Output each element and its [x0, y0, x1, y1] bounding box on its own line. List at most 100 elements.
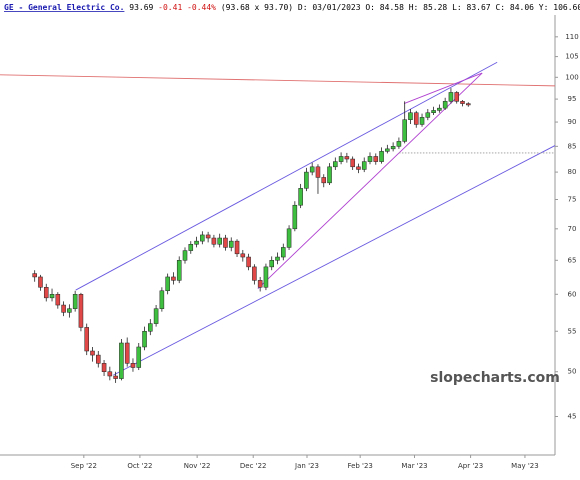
header-field: C: 84.06 [495, 3, 534, 12]
candle-body [361, 161, 367, 170]
candle-body [385, 148, 390, 152]
candle-body [153, 308, 159, 324]
candle-body [442, 101, 448, 109]
candle-body [309, 166, 315, 173]
candle-body [78, 294, 84, 328]
candle-body [38, 276, 43, 288]
candle-body [281, 247, 286, 258]
y-tick-label: 55 [568, 327, 577, 335]
candle-body [61, 304, 66, 313]
candle-body [408, 112, 413, 120]
trendline [75, 61, 498, 291]
candle-body [321, 177, 327, 184]
candle-body [96, 354, 101, 364]
trendline [113, 145, 555, 376]
candle-body [72, 294, 78, 309]
x-tick-label: Apr '23 [458, 462, 483, 470]
x-tick-label: Oct '22 [127, 462, 152, 470]
trendline [403, 72, 483, 105]
trendlines [0, 61, 555, 376]
candle-body [84, 327, 89, 352]
candle-body [356, 166, 361, 170]
y-tick-label: 90 [568, 118, 577, 126]
x-tick-label: Dec '22 [240, 462, 267, 470]
candle-body [188, 244, 194, 251]
y-tick-label: 45 [568, 412, 577, 420]
y-tick-label: 80 [568, 168, 577, 176]
candle-body [275, 256, 280, 261]
candles [32, 88, 471, 383]
candle-body [43, 287, 49, 299]
candle-body [373, 156, 379, 162]
candle-body [431, 110, 436, 113]
candle-body [113, 375, 118, 379]
y-tick-label: 75 [568, 196, 577, 204]
candle-body [263, 266, 269, 288]
y-tick-label: 60 [568, 290, 577, 298]
candle-body [396, 141, 402, 147]
trendline [0, 74, 555, 87]
candle-body [205, 234, 211, 239]
candle-body [344, 156, 350, 160]
candle-body [194, 240, 199, 245]
header-field: GE - General Electric Co. [4, 2, 124, 12]
candle-body [327, 166, 332, 184]
candle-body [454, 92, 459, 102]
candle-body [367, 156, 373, 162]
candle-body [437, 107, 442, 111]
candle-body [136, 346, 142, 368]
candle-body [101, 363, 107, 372]
candle-body [252, 266, 257, 281]
header: GE - General Electric Co. 93.69 -0.41 -0… [4, 2, 580, 12]
candle-body [217, 237, 222, 245]
candle-body [246, 256, 251, 268]
candle-body [119, 342, 124, 379]
candle-body [402, 119, 407, 142]
candle-body [350, 158, 355, 168]
y-tick-label: 100 [565, 73, 578, 81]
x-tick-label: Jan '23 [294, 462, 319, 470]
candle-body [234, 240, 240, 255]
candle-body [460, 101, 465, 104]
header-field: D: 03/01/2023 [298, 3, 361, 12]
header-field: -0.41 [158, 3, 182, 12]
candle-body [55, 294, 61, 306]
candle-body [466, 103, 471, 106]
candle-body [413, 112, 419, 125]
header-field: -0.44% [187, 3, 216, 12]
candle-body [269, 260, 274, 268]
y-tick-label: 95 [568, 95, 577, 103]
candle-body [49, 294, 55, 299]
candle-body [142, 331, 147, 348]
trendline [257, 72, 483, 289]
candle-body [182, 250, 188, 261]
candle-body [171, 276, 176, 281]
candle-body [223, 237, 228, 248]
y-tick-label: 105 [565, 53, 578, 61]
candle-body [338, 156, 344, 162]
candle-body [90, 350, 95, 356]
header-field: 93.69 [129, 3, 153, 12]
y-tick-label: 65 [568, 256, 577, 264]
candle-body [315, 166, 321, 178]
candle-body [419, 117, 425, 125]
x-tick-label: Sep '22 [71, 462, 97, 470]
y-tick-label: 70 [568, 225, 577, 233]
header-field: H: 85.28 [409, 3, 448, 12]
header-field: (93.68 x 93.70) [221, 3, 293, 12]
y-tick-label: 110 [565, 33, 578, 41]
header-field: L: 83.67 [452, 3, 491, 12]
header-field: O: 84.58 [365, 3, 404, 12]
header-field: Y: 106.60 [539, 3, 580, 12]
candle-body [298, 188, 303, 206]
candle-body [379, 151, 384, 162]
candle-body [130, 363, 136, 368]
candle-body [159, 290, 165, 309]
candle-body [124, 342, 130, 364]
candle-body [286, 228, 292, 248]
candle-body [257, 280, 263, 288]
candle-body [211, 237, 217, 245]
x-tick-label: Mar '23 [401, 462, 427, 470]
y-tick-label: 85 [568, 142, 577, 150]
